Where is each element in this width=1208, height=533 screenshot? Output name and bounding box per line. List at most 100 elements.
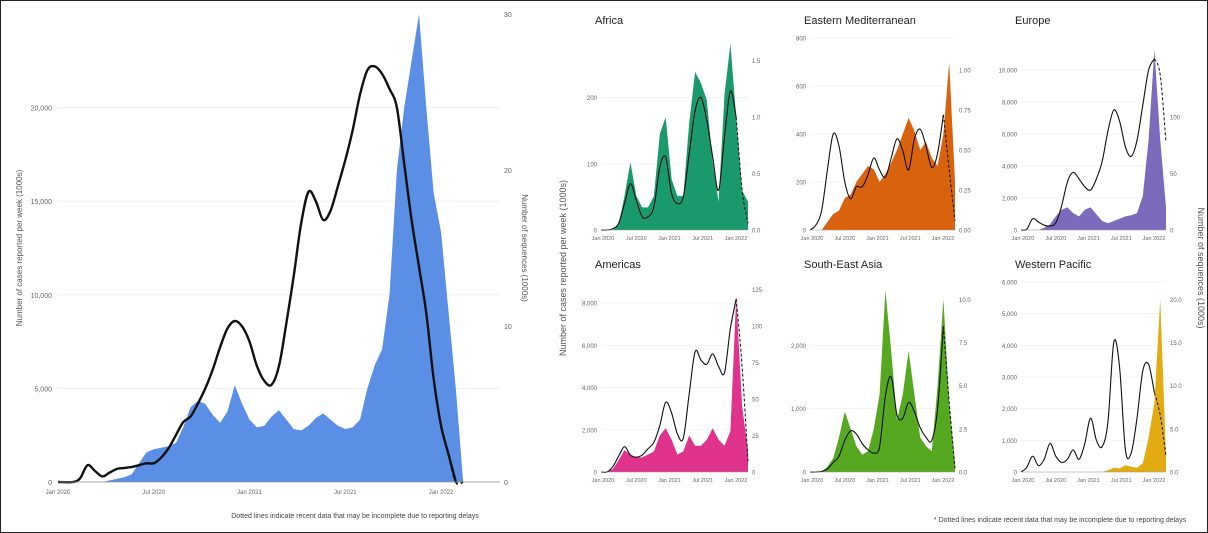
x-tick-label: Jul 2020 (834, 236, 855, 242)
x-tick-label: Jul 2020 (626, 236, 647, 242)
regional-y2-axis-label: Number of sequences (1000s) (1196, 207, 1206, 328)
y2-tick-label: 20 (504, 168, 512, 175)
y2-tick-label: 15.0 (1170, 341, 1182, 347)
x-tick-label: Jan 2022 (1143, 236, 1166, 242)
cases-dashed-line (1153, 58, 1167, 143)
y2-tick-label: 1.0 (752, 116, 761, 122)
y2-tick-label: 0.5 (752, 172, 761, 178)
x-tick-label: Jan 2020 (46, 490, 71, 496)
y2-tick-label: 50 (752, 397, 759, 403)
cases-line (600, 298, 737, 473)
y2-tick-label: 10 (504, 324, 512, 331)
x-tick-label: Jul 2021 (1111, 236, 1132, 242)
x-tick-label: Jan 2021 (1077, 478, 1100, 484)
y-tick-label: 10,000 (31, 293, 53, 300)
y-tick-label: 5,000 (34, 386, 52, 393)
y-tick-label: 800 (796, 37, 807, 43)
region-chart-africa: Africa 0 100 200 0.0 0.5 1.0 1.5 Jan 2020 Jul 202… (587, 15, 761, 242)
y-tick-label: 100 (587, 162, 598, 168)
y-axis-label: Number of cases reported per week (1000s… (15, 169, 24, 326)
y-tick-label: 1,000 (791, 407, 807, 413)
regional-y-axis-label: Number of cases reported per week (1000s… (558, 180, 568, 356)
x-tick-label: Jul 2021 (692, 236, 713, 242)
region-chart-south-east-asia: South-East Asia 0 1,000 2,000 0.0 2.5 5.0 7.5 10… (791, 259, 971, 484)
y-tick-label: 2,000 (582, 428, 598, 434)
x-tick-label: Jul 2020 (626, 478, 647, 484)
y2-tick-label: 0 (1170, 229, 1174, 235)
y2-tick-label: 0 (504, 480, 508, 487)
y2-tick-label: 100 (1170, 116, 1181, 122)
sequences-area (1021, 299, 1166, 472)
cases-dashed-line (1153, 392, 1167, 457)
x-tick-label: Jan 2021 (1077, 236, 1100, 242)
x-tick-label: Jan 2021 (866, 478, 889, 484)
y2-tick-label: 0.00 (959, 229, 971, 235)
global-cases-line (57, 64, 457, 484)
x-tick-label: Jan 2020 (801, 478, 824, 484)
sequences-area (810, 62, 955, 230)
x-tick-label: Jul 2020 (1045, 478, 1066, 484)
y-tick-label: 6,000 (582, 344, 598, 350)
x-tick-label: Jan 2021 (237, 490, 262, 496)
x-tick-label: Jul 2021 (692, 478, 713, 484)
sequences-area (1021, 49, 1166, 230)
region-chart-europe: Europe 0 2,000 4,000 6,000 8,000 10,000 0 50 100 J… (999, 15, 1181, 242)
y-tick-label: 1,000 (1002, 439, 1018, 445)
cases-dashed-line (735, 117, 749, 224)
x-tick-label: Jul 2021 (1111, 478, 1132, 484)
region-chart-americas: Americas 0 2,000 4,000 6,000 8,000 0 25 50 75 100 1… (582, 259, 763, 484)
cases-line (1020, 58, 1155, 231)
panel-title: South-East Asia (804, 259, 883, 271)
y2-tick-label: 0.50 (959, 149, 971, 155)
y-tick-label: 6,000 (1002, 133, 1018, 139)
region-chart-western-pacific: Western Pacific 0 1,000 2,000 3,000 4,000 5,00… (1002, 259, 1182, 484)
y2-tick-label: 0.0 (959, 471, 968, 477)
y-tick-label: 4,000 (1002, 165, 1018, 171)
y-tick-label: 8,000 (1002, 101, 1018, 107)
sequences-area (601, 296, 748, 472)
footnote-right: * Dotted lines indicate recent data that… (934, 517, 1187, 524)
y2-tick-label: 5.0 (959, 384, 968, 390)
x-tick-label: Jan 2020 (1012, 478, 1035, 484)
x-tick-label: Jul 2020 (1045, 236, 1066, 242)
y-tick-label: 0 (1014, 471, 1018, 477)
x-tick-label: Jan 2022 (429, 490, 454, 496)
y-tick-label: 3,000 (1002, 376, 1018, 382)
x-tick-label: Jan 2020 (592, 236, 615, 242)
x-tick-label: Jul 2020 (142, 490, 165, 496)
y2-tick-label: 0.25 (959, 189, 971, 195)
global-chart: 0 5,000 10,000 15,000 20,000 0 10 20 30 Jan 2020 J… (15, 12, 529, 520)
y2-tick-label: 0.0 (1170, 471, 1179, 477)
y-tick-label: 2,000 (791, 344, 807, 350)
x-tick-label: Jan 2021 (866, 236, 889, 242)
cases-line (809, 114, 944, 231)
cases-dashed-line (735, 298, 749, 462)
x-tick-label: Jan 2022 (725, 478, 748, 484)
y2-tick-label: 75 (752, 361, 759, 367)
global-sequences-area (58, 14, 500, 482)
y2-tick-label: 10.0 (959, 298, 971, 304)
panel-title: Western Pacific (1015, 259, 1092, 271)
cases-line (809, 326, 944, 473)
x-tick-label: Jul 2021 (334, 490, 357, 496)
y2-tick-label: 20.0 (1170, 298, 1182, 304)
x-tick-label: Jan 2022 (1143, 478, 1166, 484)
x-tick-label: Jan 2022 (725, 236, 748, 242)
y2-tick-label: 1.5 (752, 59, 761, 65)
y-tick-label: 5,000 (1002, 312, 1018, 318)
y2-tick-label: 0 (752, 471, 756, 477)
cases-dashed-line (942, 114, 956, 221)
y-tick-label: 10,000 (999, 69, 1018, 75)
y2-tick-label: 25 (752, 434, 759, 440)
x-tick-label: Jan 2020 (592, 478, 615, 484)
sequences-area (810, 290, 955, 472)
y2-tick-label: 30 (504, 12, 512, 19)
y2-tick-label: 0.75 (959, 109, 971, 115)
y2-axis-label: Number of sequences (1000s) (520, 194, 529, 302)
y-tick-label: 0 (594, 229, 598, 235)
y-tick-label: 0 (803, 229, 807, 235)
y-tick-label: 400 (796, 133, 807, 139)
y2-tick-label: 100 (752, 324, 763, 330)
y-tick-label: 15,000 (31, 199, 53, 206)
